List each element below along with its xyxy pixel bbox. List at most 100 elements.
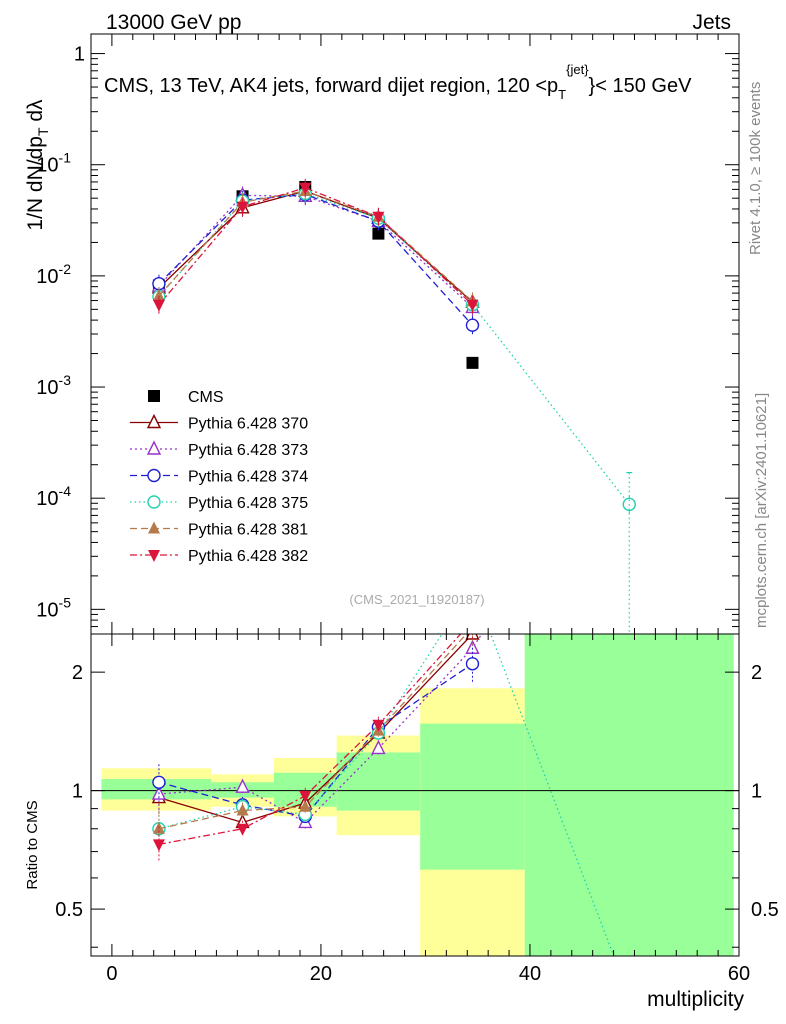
ratio-y-tick-label-right-2: 2 bbox=[751, 662, 762, 684]
axis-ticks bbox=[91, 34, 740, 956]
x-tick-label-0: 0 bbox=[106, 963, 117, 985]
y-tick-label-0: 10-5 bbox=[36, 594, 71, 621]
x-tick-label-3: 60 bbox=[728, 963, 750, 985]
legend-marker-2 bbox=[146, 440, 162, 455]
legend-marker-1 bbox=[146, 413, 162, 429]
header-right: Jets bbox=[692, 11, 731, 34]
ratio-plot bbox=[151, 581, 615, 956]
ratio-point-5-2 bbox=[299, 790, 312, 803]
series-line-6 bbox=[158, 187, 473, 306]
series-line-4 bbox=[158, 192, 630, 505]
ratio-point-5-4 bbox=[466, 616, 478, 628]
ratio-series-5 bbox=[152, 616, 478, 863]
title-suffix: }< 150 GeV bbox=[589, 75, 693, 97]
ratio-point-1-3 bbox=[371, 739, 386, 755]
legend-marker-0 bbox=[148, 390, 160, 402]
legend-label-1: Pythia 6.428 370 bbox=[188, 416, 308, 433]
ratio-point-4-2 bbox=[299, 799, 312, 812]
data-point-0-3 bbox=[372, 227, 385, 240]
x-tick-label-1: 20 bbox=[310, 963, 332, 985]
y-tick-exponent: -4 bbox=[59, 483, 72, 499]
y-tick-exponent: -2 bbox=[59, 261, 72, 277]
y-tick-exponent: -5 bbox=[59, 594, 72, 610]
title-sub: T bbox=[558, 87, 566, 102]
ratio-line-5 bbox=[158, 634, 462, 846]
ratio-point-5-0 bbox=[152, 839, 165, 852]
ratio-bands bbox=[91, 634, 739, 956]
ratio-y-label: Ratio to CMS bbox=[24, 800, 41, 889]
ratio-y-tick-label-right-1: 1 bbox=[751, 781, 762, 803]
data-point-6-3 bbox=[372, 211, 385, 224]
band-green-0 bbox=[101, 779, 212, 800]
y-tick-label-1: 10-4 bbox=[36, 483, 71, 510]
series-line-2 bbox=[158, 194, 473, 308]
legend: CMS Pythia 6.428 370 Pythia 6.428 373 Pythi… bbox=[130, 389, 308, 565]
data-point-6-4 bbox=[466, 299, 479, 312]
ratio-line-2 bbox=[158, 663, 473, 818]
ratio-point-1-4 bbox=[465, 639, 480, 654]
ratio-point-5-3 bbox=[372, 719, 385, 732]
data-point-5-0 bbox=[152, 288, 165, 301]
y-tick-label-2: 10-3 bbox=[36, 372, 71, 399]
ratio-point-4-1 bbox=[236, 803, 249, 816]
y-tick-exponent: -1 bbox=[59, 150, 72, 166]
ratio-point-4-4 bbox=[466, 620, 478, 632]
legend-label-3: Pythia 6.428 374 bbox=[188, 469, 308, 486]
title-sup: {jet} bbox=[566, 62, 589, 77]
ratio-series-1 bbox=[151, 634, 483, 831]
ratio-y-tick-label-1: 1 bbox=[72, 781, 83, 803]
side-label-top: Rivet 4.1.0, ≥ 100k events bbox=[747, 82, 764, 255]
series-2 bbox=[151, 186, 480, 317]
legend-label-4: Pythia 6.428 375 bbox=[188, 495, 308, 512]
band-green-4 bbox=[420, 723, 525, 870]
y-tick-exponent: -3 bbox=[59, 372, 72, 388]
main-y-label-text: 1/N dN/dpT dλ bbox=[24, 99, 51, 231]
legend-label-0: CMS bbox=[188, 389, 224, 406]
data-point-3-4 bbox=[465, 318, 480, 332]
series-0 bbox=[152, 181, 479, 369]
series-1 bbox=[151, 182, 480, 312]
legend-marker-6 bbox=[148, 550, 160, 562]
y-tick-label-3: 10-2 bbox=[36, 261, 71, 288]
x-axis-label: multiplicity bbox=[647, 988, 744, 1011]
data-point-6-1 bbox=[236, 201, 249, 214]
legend-marker-3 bbox=[147, 468, 161, 483]
ratio-frame bbox=[90, 633, 740, 957]
y-tick-label-5: 1 bbox=[74, 44, 85, 66]
data-point-6-2 bbox=[299, 182, 312, 195]
ratio-point-1-1 bbox=[235, 778, 250, 793]
legend-label-2: Pythia 6.428 373 bbox=[188, 442, 308, 459]
series-6 bbox=[152, 178, 479, 314]
data-point-6-0 bbox=[152, 299, 165, 312]
ratio-point-2-0 bbox=[152, 775, 166, 789]
x-tick-label-2: 40 bbox=[519, 963, 541, 985]
band-green-5 bbox=[524, 634, 734, 956]
header-left: 13000 GeV pp bbox=[106, 11, 241, 34]
title-prefix: CMS, 13 TeV, AK4 jets, forward dijet reg… bbox=[104, 75, 558, 97]
series-3 bbox=[152, 185, 480, 335]
band-green-3 bbox=[336, 752, 421, 811]
legend-label-6: Pythia 6.428 382 bbox=[188, 548, 308, 565]
ratio-line-3 bbox=[158, 634, 615, 956]
ratio-y-tick-label-2: 2 bbox=[72, 662, 83, 684]
ratio-line-4 bbox=[158, 634, 468, 830]
ratio-point-3-4 bbox=[466, 581, 478, 593]
legend-label-5: Pythia 6.428 381 bbox=[188, 522, 308, 539]
data-point-0-4 bbox=[466, 356, 479, 369]
chart-title: CMS, 13 TeV, AK4 jets, forward dijet reg… bbox=[104, 62, 692, 102]
ratio-y-tick-label-right-0: 0.5 bbox=[751, 899, 779, 921]
main-plot bbox=[151, 178, 636, 634]
ratio-point-2-4 bbox=[465, 657, 480, 671]
legend-marker-4 bbox=[147, 495, 161, 509]
analysis-watermark: (CMS_2021_I1920187) bbox=[349, 592, 484, 607]
side-label-bottom: mcplots.cern.ch [arXiv:2401.10621] bbox=[753, 393, 770, 628]
series-line-5 bbox=[158, 190, 473, 302]
series-4 bbox=[152, 184, 636, 514]
main-y-label: 1/N dN/dpT dλ bbox=[24, 99, 51, 231]
ratio-y-tick-label-0: 0.5 bbox=[55, 899, 83, 921]
ratio-point-5-1 bbox=[236, 823, 249, 836]
legend-marker-5 bbox=[148, 521, 160, 534]
main-frame bbox=[90, 33, 740, 635]
